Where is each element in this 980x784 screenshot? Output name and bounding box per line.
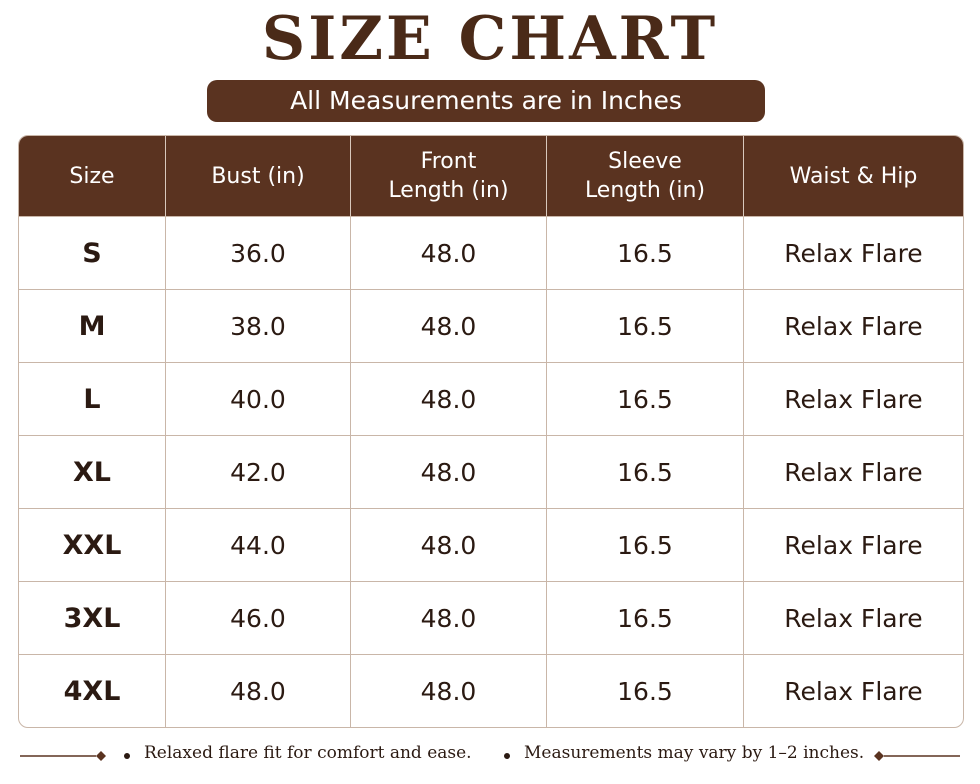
column-header: Waist & Hip: [744, 136, 963, 216]
size-cell: 4XL: [19, 654, 166, 727]
table-cell: Relax Flare: [744, 289, 963, 362]
table-cell: 48.0: [351, 216, 547, 289]
size-cell: L: [19, 362, 166, 435]
table-body: S 36.0 48.0 16.5 Relax Flare M 38.0 48.0 16.5 Rel…: [19, 216, 963, 727]
table-cell: 48.0: [166, 654, 351, 727]
table-cell: Relax Flare: [744, 216, 963, 289]
title: SIZE CHART: [261, 4, 719, 74]
column-header-text: Front Length (in): [388, 149, 509, 203]
table-cell: 38.0: [166, 289, 351, 362]
table-cell: 16.5: [547, 216, 744, 289]
table-cell: 16.5: [547, 508, 744, 581]
table-cell: Relax Flare: [744, 362, 963, 435]
table-cell: 48.0: [351, 289, 547, 362]
column-header: Front Length (in): [351, 136, 547, 216]
table-row: L 40.0 48.0 16.5 Relax Flare: [19, 362, 963, 435]
column-header: Bust (in): [166, 136, 351, 216]
column-header-text: Sleeve Length (in): [584, 149, 706, 203]
column-header-text: Waist & Hip: [789, 163, 918, 189]
table-row: M 38.0 48.0 16.5 Relax Flare: [19, 289, 963, 362]
table-cell: 42.0: [166, 435, 351, 508]
footer-note: Measurements may vary by 1–2 inches.: [524, 743, 865, 763]
size-cell: M: [19, 289, 166, 362]
column-header-text: Size: [69, 163, 115, 189]
header-row: Size Bust (in) Front Length (in) Sleeve Len…: [19, 136, 963, 216]
table-cell: 40.0: [166, 362, 351, 435]
column-header: Sleeve Length (in): [547, 136, 744, 216]
footer-decor: [20, 751, 960, 761]
size-cell: S: [19, 216, 166, 289]
table-row: 4XL 48.0 48.0 16.5 Relax Flare: [19, 654, 963, 727]
table-row: S 36.0 48.0 16.5 Relax Flare: [19, 216, 963, 289]
table-cell: Relax Flare: [744, 654, 963, 727]
table-row: XL 42.0 48.0 16.5 Relax Flare: [19, 435, 963, 508]
table-cell: 46.0: [166, 581, 351, 654]
table-cell: 36.0: [166, 216, 351, 289]
footer-note: Relaxed flare fit for comfort and ease.: [144, 743, 472, 763]
table-cell: 48.0: [351, 581, 547, 654]
table-cell: 44.0: [166, 508, 351, 581]
table-cell: 48.0: [351, 362, 547, 435]
column-header-text: Bust (in): [211, 163, 305, 189]
size-cell: 3XL: [19, 581, 166, 654]
table-cell: 16.5: [547, 362, 744, 435]
table-cell: 48.0: [351, 435, 547, 508]
table-cell: Relax Flare: [744, 581, 963, 654]
table-cell: 48.0: [351, 654, 547, 727]
table-cell: 16.5: [547, 435, 744, 508]
table-cell: 48.0: [351, 508, 547, 581]
table-cell: Relax Flare: [744, 508, 963, 581]
table-cell: Relax Flare: [744, 435, 963, 508]
table-cell: 16.5: [547, 581, 744, 654]
table-cell: 16.5: [547, 654, 744, 727]
table-cell: 16.5: [547, 289, 744, 362]
column-header: Size: [19, 136, 166, 216]
subtitle: All Measurements are in Inches: [207, 80, 765, 122]
table-row: XXL 44.0 48.0 16.5 Relax Flare: [19, 508, 963, 581]
table-row: 3XL 46.0 48.0 16.5 Relax Flare: [19, 581, 963, 654]
size-cell: XXL: [19, 508, 166, 581]
size-table: Size Bust (in) Front Length (in) Sleeve Len…: [18, 135, 964, 728]
size-cell: XL: [19, 435, 166, 508]
